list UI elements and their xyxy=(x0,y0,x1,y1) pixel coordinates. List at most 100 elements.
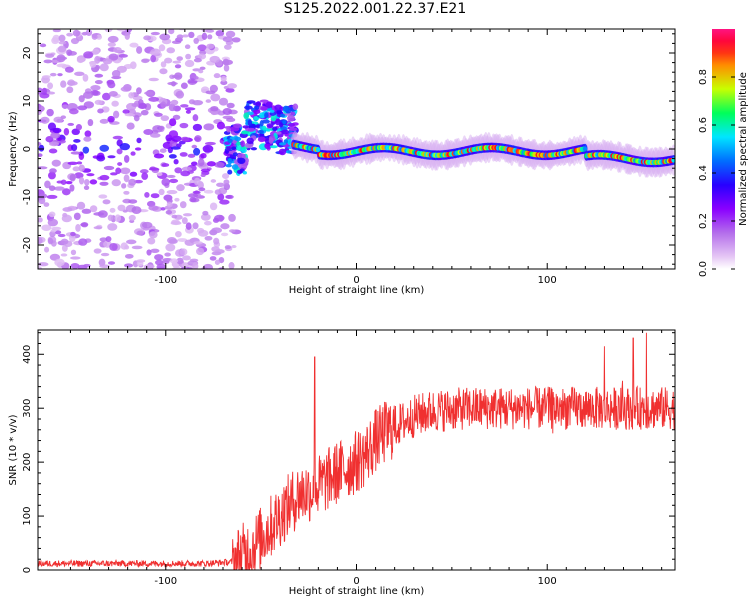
heatmap-cell xyxy=(149,269,160,272)
heatmap-cell xyxy=(119,143,130,151)
heatmap-cell xyxy=(172,60,182,64)
heatmap-cell xyxy=(166,174,176,178)
heatmap-cell xyxy=(102,175,110,180)
heatmap-cell xyxy=(40,116,50,124)
heatmap-cell xyxy=(61,188,71,196)
heatmap-cell xyxy=(124,263,134,268)
heatmap-cell xyxy=(49,72,57,77)
heatmap-cell xyxy=(236,169,243,175)
heatmap-cell xyxy=(86,173,95,177)
heatmap-cell xyxy=(185,109,191,114)
heatmap-cell xyxy=(112,135,123,140)
heatmap-cell xyxy=(236,141,241,146)
heatmap-cell xyxy=(47,237,54,245)
heatmap-cell xyxy=(192,123,203,132)
heatmap-cell xyxy=(94,55,101,64)
heatmap-cell xyxy=(148,205,159,211)
heatmap-cell xyxy=(160,61,167,68)
heatmap-cell xyxy=(47,82,54,90)
snr-series-line xyxy=(38,332,675,570)
heatmap-cell xyxy=(43,59,53,64)
heatmap-cell xyxy=(197,158,205,167)
heatmap-cell xyxy=(269,145,278,149)
heatmap-cell xyxy=(139,169,149,174)
heatmap-cell xyxy=(174,197,180,202)
heatmap-cell xyxy=(219,199,230,205)
heatmap-cell xyxy=(159,68,168,75)
colorbar xyxy=(712,29,735,269)
heatmap-cell xyxy=(168,29,175,35)
heatmap-cell xyxy=(231,164,239,170)
heatmap-cell xyxy=(178,140,186,145)
heatmap-cell xyxy=(136,46,143,54)
heatmap-cell xyxy=(254,105,260,110)
heatmap-cell xyxy=(200,152,207,159)
heatmap-cell xyxy=(207,34,213,40)
heatmap-y-tick-label: -10 xyxy=(22,189,33,205)
heatmap-cell xyxy=(83,53,93,59)
heatmap-cell xyxy=(141,172,149,180)
heatmap-cell xyxy=(117,162,123,166)
heatmap-cell xyxy=(192,222,199,230)
heatmap-cell xyxy=(60,179,67,185)
heatmap-cell xyxy=(200,168,211,173)
heatmap-cell xyxy=(176,184,185,192)
heatmap-cell xyxy=(203,123,215,131)
heatmap-cell xyxy=(266,128,271,132)
heatmap-cell xyxy=(204,220,212,226)
heatmap-cell xyxy=(82,74,89,82)
heatmap-cell xyxy=(161,178,170,186)
heatmap-cell xyxy=(181,262,190,268)
heatmap-cell xyxy=(111,179,121,187)
heatmap-cell xyxy=(62,207,73,212)
heatmap-cell xyxy=(44,246,50,253)
heatmap-cell xyxy=(247,127,255,132)
heatmap-cell xyxy=(91,34,98,40)
heatmap-cell xyxy=(44,180,51,189)
heatmap-cell xyxy=(264,112,269,119)
heatmap-cell xyxy=(107,214,114,221)
heatmap-cell xyxy=(75,224,81,232)
heatmap-cell xyxy=(184,107,196,111)
heatmap-cell xyxy=(252,109,261,115)
heatmap-cell xyxy=(199,66,206,71)
heatmap-cell xyxy=(126,239,137,245)
heatmap-cell xyxy=(118,53,128,58)
heatmap-cell xyxy=(175,90,185,99)
heatmap-cell xyxy=(147,237,156,245)
heatmap-cell xyxy=(123,174,130,183)
heatmap-cell xyxy=(45,53,55,58)
heatmap-cell xyxy=(47,218,59,227)
heatmap-cell xyxy=(46,108,54,117)
heatmap-cell xyxy=(93,212,105,216)
heatmap-x-tick-label: 100 xyxy=(538,275,557,286)
heatmap-cell xyxy=(38,236,43,245)
heatmap-cell xyxy=(198,187,206,192)
heatmap-cell xyxy=(97,270,103,273)
heatmap-cell xyxy=(98,194,108,199)
heatmap-cell xyxy=(180,136,190,142)
heatmap-cell xyxy=(99,237,108,242)
heatmap-cell xyxy=(60,238,69,245)
heatmap-cell xyxy=(113,47,122,54)
heatmap-cell xyxy=(176,257,184,265)
heatmap-cell xyxy=(83,185,90,191)
heatmap-cell xyxy=(38,197,46,205)
heatmap-cell xyxy=(154,112,163,117)
heatmap-cell xyxy=(192,190,201,194)
heatmap-cell xyxy=(100,252,110,257)
heatmap-cell xyxy=(260,106,268,111)
line-y-axis-label: SNR (10 * v/v) xyxy=(8,414,19,485)
heatmap-cell xyxy=(180,82,188,89)
heatmap-cell xyxy=(220,232,229,237)
heatmap-plot xyxy=(38,29,675,273)
heatmap-cell xyxy=(68,108,79,115)
heatmap-cell xyxy=(38,217,43,223)
heatmap-cell xyxy=(218,257,225,264)
heatmap-cell xyxy=(56,56,68,61)
heatmap-cell xyxy=(39,43,47,48)
heatmap-cell xyxy=(89,60,97,68)
heatmap-cell xyxy=(156,172,163,177)
heatmap-cell xyxy=(582,146,588,152)
heatmap-cell xyxy=(154,254,164,261)
